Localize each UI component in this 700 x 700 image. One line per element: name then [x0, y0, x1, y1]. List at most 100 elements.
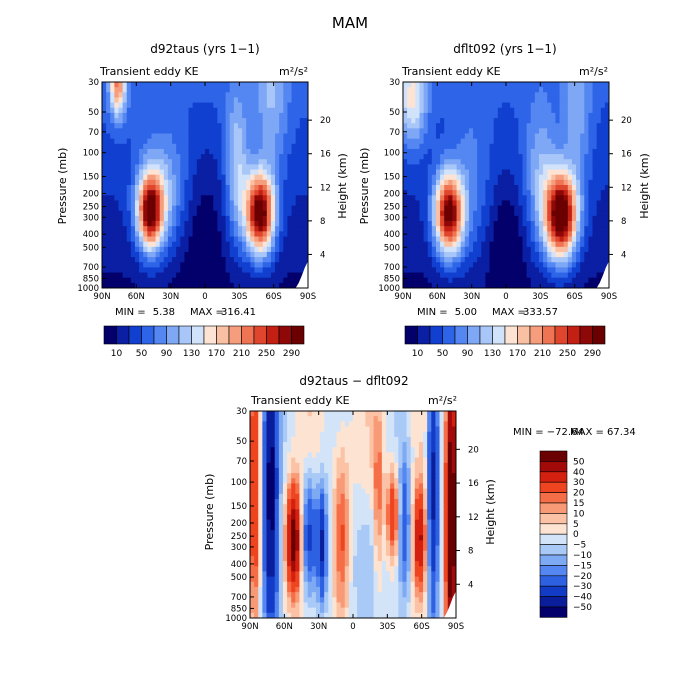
heatmap-cell: [394, 421, 399, 428]
heatmap-cell: [361, 467, 366, 474]
heatmap-cell: [320, 462, 325, 469]
heatmap-cell: [510, 87, 515, 93]
heatmap-cell: [604, 231, 609, 238]
heatmap-cell: [295, 411, 301, 417]
colorbar-box: [567, 325, 581, 345]
heatmap-cell: [192, 179, 198, 186]
heatmap-cell: [501, 231, 507, 238]
heatmap-cell: [439, 421, 445, 428]
heatmap-cell: [188, 210, 194, 217]
heatmap-cell: [543, 282, 548, 288]
heatmap-cell: [468, 257, 474, 263]
heatmap-cell: [266, 421, 272, 428]
heatmap-cell: [522, 236, 528, 243]
heatmap-cell: [147, 257, 153, 263]
heatmap-cell: [530, 87, 536, 93]
heatmap-cell: [332, 467, 338, 474]
heatmap-cell: [543, 241, 548, 248]
heatmap-cell: [270, 174, 276, 181]
heatmap-cell: [584, 133, 589, 140]
heatmap-cell: [547, 82, 552, 88]
heatmap-cell: [320, 421, 325, 428]
heatmap-cell: [217, 102, 223, 109]
heatmap-cell: [580, 200, 585, 207]
heatmap-cell: [600, 200, 606, 207]
heatmap-cell: [526, 154, 532, 160]
heatmap-cell: [246, 87, 251, 93]
heatmap-cell: [217, 87, 223, 93]
heatmap-cell: [419, 143, 425, 150]
heatmap-cell: [444, 164, 449, 171]
heatmap-cell: [139, 164, 144, 171]
heatmap-cell: [106, 200, 111, 207]
heatmap-cell: [188, 107, 194, 114]
heatmap-cell: [423, 107, 429, 114]
heatmap-cell: [369, 478, 375, 485]
heatmap-cell: [415, 210, 421, 217]
heatmap-cell: [567, 257, 573, 263]
heatmap-cell: [493, 82, 499, 88]
heatmap-cell: [596, 128, 602, 135]
heatmap-cell: [518, 246, 524, 253]
heatmap-cell: [254, 431, 259, 438]
heatmap-cell: [114, 154, 120, 160]
heatmap-cell: [411, 154, 416, 160]
heatmap-cell: [489, 143, 495, 150]
min-stat: MIN = −72.64: [513, 427, 584, 438]
heatmap-cell: [180, 190, 185, 196]
heatmap-cell: [143, 241, 148, 248]
heatmap-cell: [299, 426, 305, 433]
heatmap-cell: [563, 210, 569, 217]
heatmap-cell: [278, 416, 284, 422]
heatmap-cell: [274, 416, 280, 422]
heatmap-cell: [604, 107, 609, 114]
heatmap-cell: [246, 205, 251, 212]
heatmap-cell: [102, 205, 107, 212]
height-tick-label: 12: [320, 183, 331, 193]
heatmap-cell: [225, 231, 231, 238]
heatmap-cell: [373, 452, 379, 459]
heatmap-cell: [547, 138, 552, 145]
heatmap-cell: [403, 246, 408, 253]
heatmap-cell: [159, 185, 165, 191]
heatmap-cell: [518, 164, 524, 171]
heatmap-cell: [266, 488, 272, 495]
heatmap-cell: [447, 462, 453, 469]
missing-data-region: [295, 261, 308, 288]
heatmap-cell: [431, 272, 437, 279]
heatmap-cell: [167, 246, 173, 253]
heatmap-cell: [464, 164, 470, 171]
heatmap-cell: [110, 159, 115, 165]
heatmap-cell: [423, 483, 428, 490]
heatmap-cell: [522, 215, 528, 222]
heatmap-cell: [303, 210, 308, 217]
heatmap-cell: [200, 246, 206, 253]
heatmap-cell: [200, 179, 206, 186]
heatmap-cell: [229, 174, 235, 181]
heatmap-cell: [485, 82, 491, 88]
heatmap-cell: [200, 267, 206, 274]
heatmap-cell: [506, 267, 511, 274]
heatmap-cell: [287, 154, 293, 160]
heatmap-cell: [242, 241, 247, 248]
heatmap-cell: [209, 154, 214, 160]
heatmap-cell: [485, 251, 491, 258]
heatmap-cell: [118, 118, 124, 124]
heatmap-cell: [497, 179, 503, 186]
heatmap-cell: [348, 426, 354, 433]
heatmap-cell: [592, 102, 598, 109]
heatmap-cell: [460, 267, 466, 274]
heatmap-cell: [102, 148, 107, 155]
heatmap-cell: [592, 282, 598, 288]
heatmap-cell: [266, 154, 272, 160]
heatmap-cell: [303, 478, 309, 485]
heatmap-cell: [473, 118, 478, 124]
heatmap-cell: [291, 483, 296, 490]
heatmap-cell: [447, 421, 453, 428]
heatmap-cell: [571, 87, 577, 93]
heatmap-cell: [200, 272, 206, 279]
heatmap-cell: [407, 148, 412, 155]
heatmap-cell: [167, 128, 173, 135]
heatmap-cell: [588, 82, 594, 88]
heatmap-cell: [411, 128, 416, 135]
